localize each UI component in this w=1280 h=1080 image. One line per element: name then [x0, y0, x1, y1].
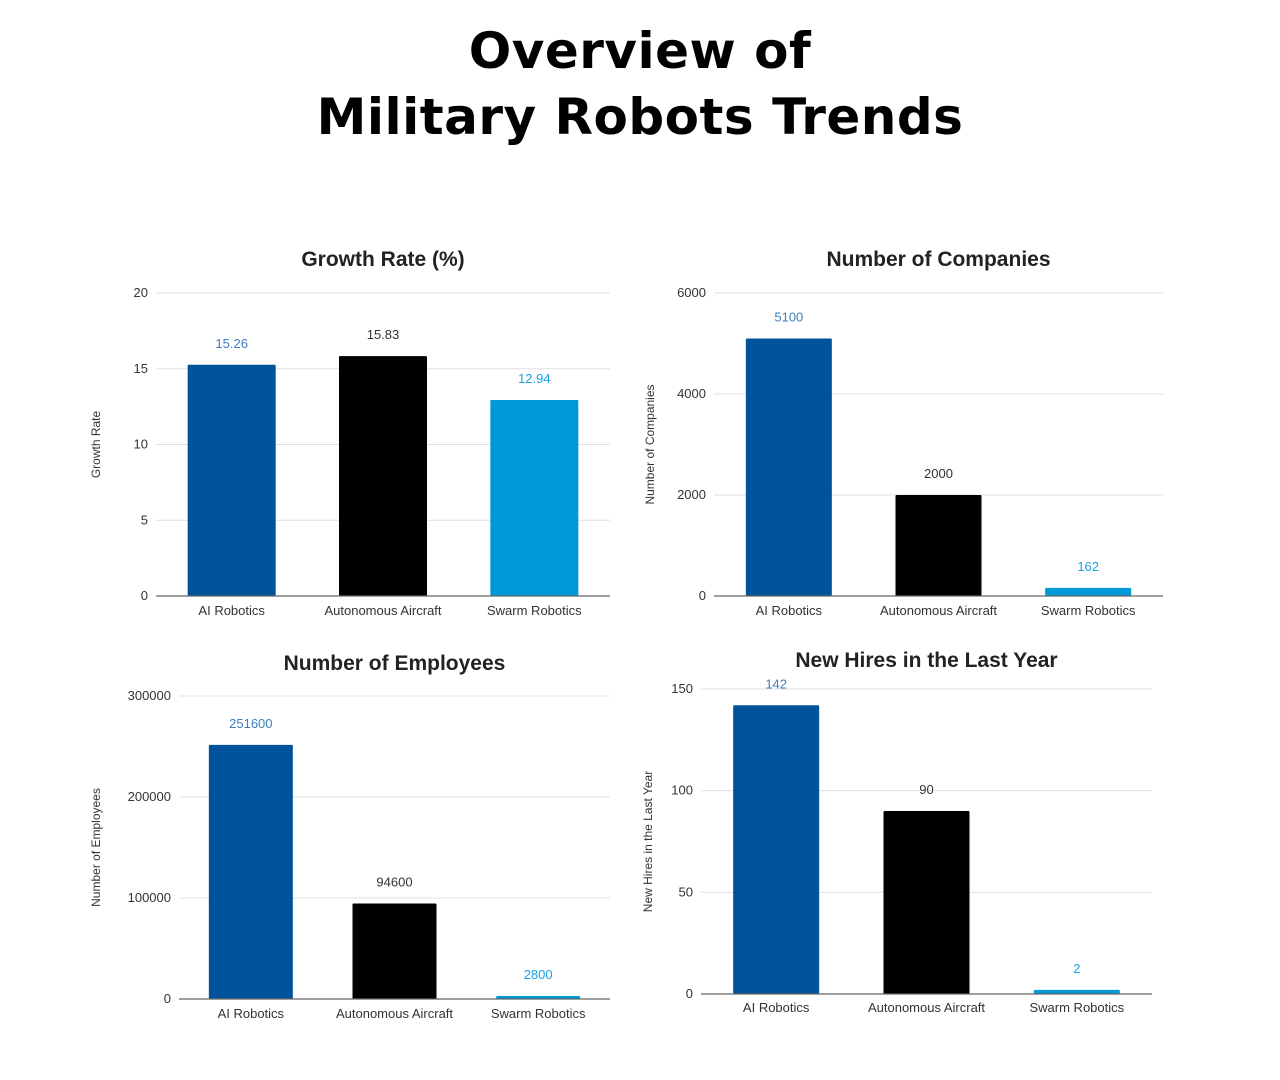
- y-tick-label: 20: [134, 285, 148, 300]
- bar-autonomous-aircraft: [883, 811, 970, 994]
- y-tick-label: 150: [671, 681, 693, 696]
- y-tick-label: 2000: [677, 487, 706, 502]
- x-category-label: AI Robotics: [198, 603, 265, 618]
- data-label: 162: [1077, 559, 1099, 574]
- y-axis-label: Number of Employees: [89, 788, 103, 907]
- bar-swarm-robotics: [490, 399, 579, 596]
- bar-autonomous-aircraft: [895, 495, 982, 596]
- y-axis-label: Number of Companies: [643, 384, 657, 504]
- bar-swarm-robotics: [1033, 989, 1120, 994]
- data-label: 94600: [376, 874, 412, 889]
- data-label: 251600: [229, 716, 272, 731]
- y-tick-label: 6000: [677, 285, 706, 300]
- data-label: 2: [1073, 961, 1080, 976]
- y-tick-label: 50: [679, 884, 693, 899]
- data-label: 2000: [924, 466, 953, 481]
- data-label: 142: [765, 676, 787, 691]
- x-category-label: Autonomous Aircraft: [336, 1006, 453, 1021]
- y-axis-label: New Hires in the Last Year: [641, 771, 655, 912]
- data-label: 12.94: [518, 371, 551, 386]
- y-tick-label: 0: [141, 588, 148, 603]
- page-title-line-2: Military Robots Trends: [316, 88, 964, 146]
- y-axis-label: Growth Rate: [89, 410, 103, 478]
- y-tick-label: 200000: [128, 789, 171, 804]
- y-tick-label: 4000: [677, 386, 706, 401]
- x-category-label: Swarm Robotics: [487, 603, 582, 618]
- x-category-label: Autonomous Aircraft: [868, 1000, 985, 1015]
- bar-swarm-robotics: [496, 996, 581, 999]
- x-category-label: Autonomous Aircraft: [880, 603, 997, 618]
- bar-ai-robotics: [187, 364, 276, 596]
- y-tick-label: 10: [134, 437, 148, 452]
- new-hires-chart: New Hires in the Last Year 0 50 100 150 New H…: [641, 649, 1152, 1015]
- y-tick-label: 100: [671, 783, 693, 798]
- chart-title: New Hires in the Last Year: [795, 649, 1057, 672]
- y-tick-label: 300000: [128, 688, 171, 703]
- y-tick-label: 5: [141, 512, 148, 527]
- y-tick-label: 0: [686, 986, 693, 1001]
- x-category-label: AI Robotics: [218, 1006, 285, 1021]
- page-title-line-1: Overview of: [468, 22, 812, 80]
- y-tick-label: 100000: [128, 890, 171, 905]
- bar-swarm-robotics: [1045, 587, 1132, 596]
- bar-ai-robotics: [733, 705, 820, 994]
- data-label: 15.83: [367, 327, 400, 342]
- x-category-label: Autonomous Aircraft: [324, 603, 441, 618]
- data-label: 15.26: [215, 336, 248, 351]
- x-category-label: AI Robotics: [743, 1000, 810, 1015]
- chart-title: Growth Rate (%): [301, 248, 464, 271]
- y-tick-label: 0: [164, 991, 171, 1006]
- bar-ai-robotics: [208, 744, 293, 999]
- bar-autonomous-aircraft: [352, 903, 437, 999]
- growth-rate-chart: Growth Rate (%) 0 5 10 15 20 Growth Rate 15.26 A…: [89, 248, 610, 618]
- x-category-label: Swarm Robotics: [1041, 603, 1136, 618]
- data-label: 90: [919, 782, 933, 797]
- bar-ai-robotics: [745, 338, 832, 596]
- data-label: 2800: [524, 967, 553, 982]
- chart-title: Number of Employees: [284, 652, 506, 675]
- bar-autonomous-aircraft: [339, 356, 427, 596]
- x-category-label: Swarm Robotics: [1030, 1000, 1125, 1015]
- number-of-companies-chart: Number of Companies 0 2000 4000 6000 Number o…: [643, 248, 1163, 618]
- y-tick-label: 15: [134, 361, 148, 376]
- page-title: Overview of Military Robots Trends: [0, 18, 1280, 150]
- y-tick-label: 0: [699, 588, 706, 603]
- data-label: 5100: [774, 309, 803, 324]
- number-of-employees-chart: Number of Employees 0 100000 200000 300000 Nu…: [89, 652, 610, 1021]
- x-category-label: Swarm Robotics: [491, 1006, 586, 1021]
- chart-title: Number of Companies: [826, 248, 1050, 271]
- x-category-label: AI Robotics: [756, 603, 823, 618]
